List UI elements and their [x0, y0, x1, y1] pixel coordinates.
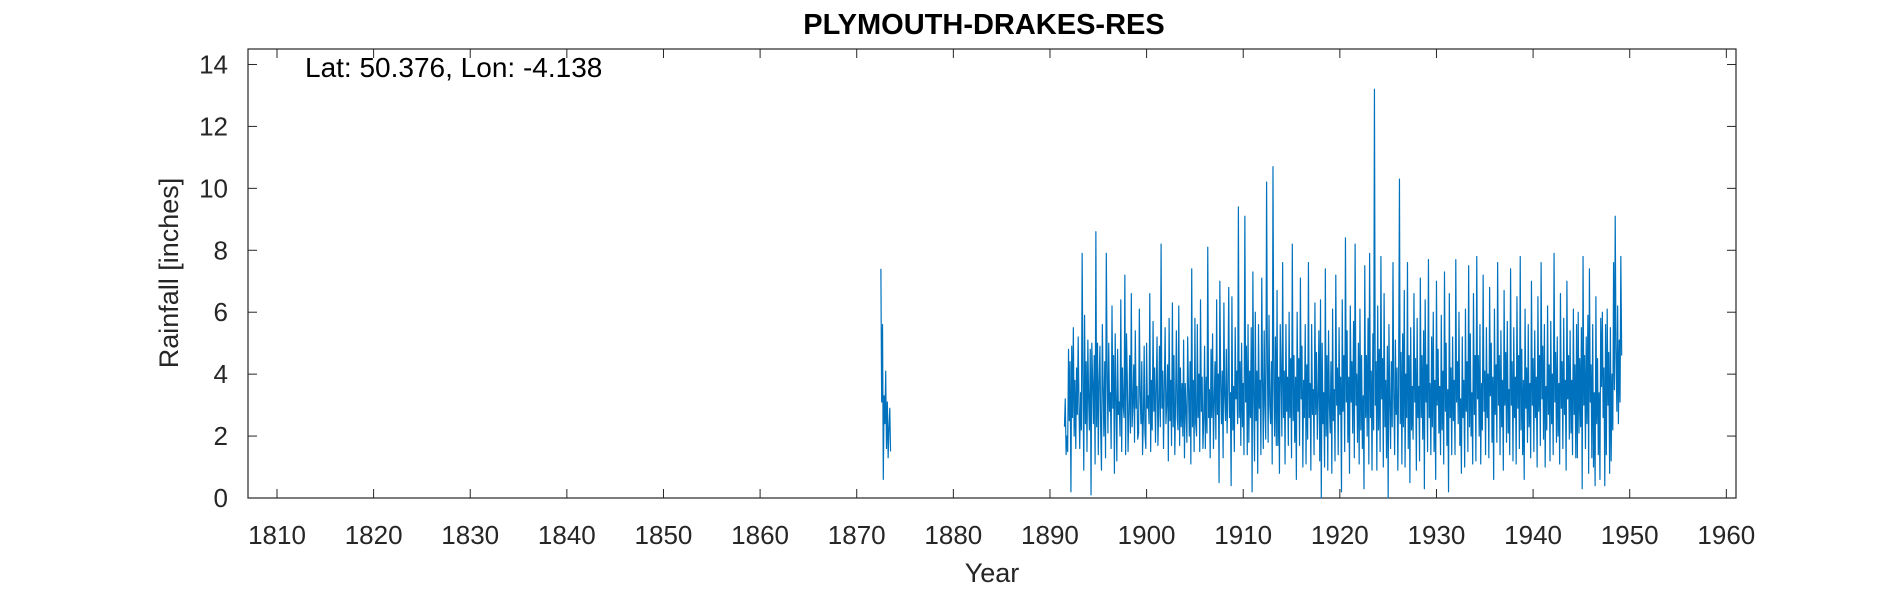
y-tick-label-2: 2 [214, 421, 228, 451]
x-axis-ticks: 1810 1820 1830 1840 1850 1860 1870 1880 1890 1900… [248, 49, 1755, 550]
plot-area: 1810 1820 1830 1840 1850 1860 1870 1880 1890 1900… [199, 48, 1755, 550]
y-tick-label-12: 12 [199, 111, 228, 141]
x-tick-label-1960: 1960 [1697, 520, 1755, 550]
x-tick-label-1850: 1850 [635, 520, 693, 550]
y-axis-ticks: 0 2 4 6 8 10 12 14 [199, 49, 1736, 513]
x-axis-label: Year [965, 558, 1020, 588]
x-tick-label-1940: 1940 [1504, 520, 1562, 550]
y-axis-label: Rainfall [inches] [154, 178, 184, 369]
y-tick-label-10: 10 [199, 173, 228, 203]
y-tick-label-8: 8 [214, 235, 228, 265]
x-tick-label-1890: 1890 [1021, 520, 1079, 550]
x-tick-label-1860: 1860 [731, 520, 789, 550]
x-tick-label-1930: 1930 [1408, 520, 1466, 550]
chart-title: PLYMOUTH-DRAKES-RES [803, 9, 1164, 41]
rainfall-series-line-segment-1 [880, 268, 892, 481]
x-tick-label-1950: 1950 [1601, 520, 1659, 550]
x-tick-label-1830: 1830 [441, 520, 499, 550]
x-tick-label-1910: 1910 [1214, 520, 1272, 550]
y-tick-label-6: 6 [214, 297, 228, 327]
y-tick-label-0: 0 [214, 483, 228, 513]
x-tick-label-1870: 1870 [828, 520, 886, 550]
x-tick-label-1820: 1820 [345, 520, 403, 550]
x-tick-label-1880: 1880 [924, 520, 982, 550]
data-layer [880, 88, 1623, 499]
x-tick-label-1900: 1900 [1118, 520, 1176, 550]
y-tick-label-4: 4 [214, 359, 228, 389]
x-tick-label-1840: 1840 [538, 520, 596, 550]
x-tick-label-1920: 1920 [1311, 520, 1369, 550]
rainfall-series-line-segment-2 [1063, 88, 1623, 499]
x-tick-label-1810: 1810 [248, 520, 306, 550]
coordinates-annotation: Lat: 50.376, Lon: -4.138 [305, 52, 602, 83]
y-tick-label-14: 14 [199, 49, 228, 79]
